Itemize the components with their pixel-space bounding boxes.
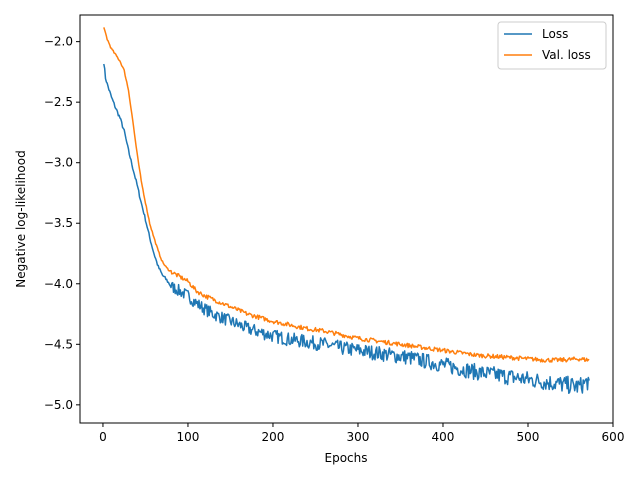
x-tick-label: 200 (262, 430, 285, 444)
x-tick-label: 600 (602, 430, 625, 444)
plot-frame (79, 14, 614, 424)
legend-label-val-loss: Val. loss (542, 48, 591, 62)
x-axis-label: Epochs (325, 451, 368, 465)
legend: Loss Val. loss (497, 21, 607, 70)
legend-label-loss: Loss (542, 27, 568, 41)
y-tick-label: −2.5 (44, 95, 73, 109)
x-tick-label: 300 (347, 430, 370, 444)
x-tick-label: 400 (432, 430, 455, 444)
y-tick-label: −3.5 (44, 216, 73, 230)
y-tick-label: −5.0 (44, 398, 73, 412)
x-tick-label: 0 (99, 430, 107, 444)
y-tick-label: −4.0 (44, 277, 73, 291)
x-tick-label: 500 (517, 430, 540, 444)
series-line-loss (103, 63, 590, 395)
plot-lines (103, 27, 590, 395)
y-ticks: −5.0 −4.5 −4.0 −3.5 −3.0 −2.5 −2.0 (44, 35, 80, 412)
series-line-val-loss (103, 27, 590, 363)
y-tick-label: −3.0 (44, 156, 73, 170)
y-tick-label: −2.0 (44, 35, 73, 49)
y-tick-label: −4.5 (44, 337, 73, 351)
x-ticks: 0 100 200 300 400 500 600 (99, 423, 624, 444)
x-tick-label: 100 (177, 430, 200, 444)
y-axis-label: Negative log-likelihood (14, 150, 28, 287)
